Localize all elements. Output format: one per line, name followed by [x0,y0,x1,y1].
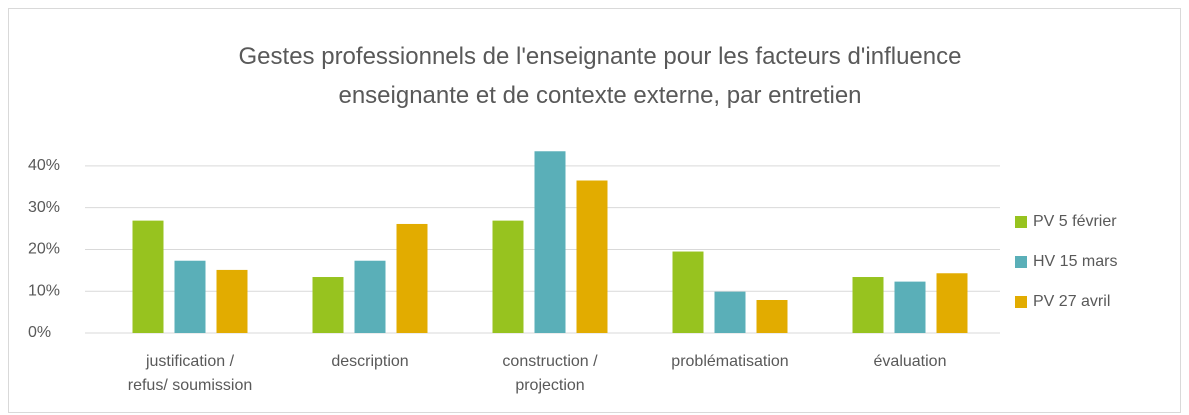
bar [852,277,884,333]
bar [672,251,704,333]
legend-label: PV 5 février [1033,213,1117,230]
y-tick-label: 30% [28,199,60,216]
legend-swatch [1015,216,1027,228]
bar [714,291,746,333]
legend-label: PV 27 avril [1033,293,1110,310]
chart-title: Gestes professionnels de l'enseignante p… [239,43,962,109]
x-tick-label: description [331,353,408,370]
x-tick-label: évaluation [874,353,947,370]
bar [534,151,566,333]
x-tick-label: problématisation [671,353,788,370]
bar [354,260,386,333]
y-tick-label: 10% [28,282,60,299]
bar [894,281,926,333]
bar [174,260,206,333]
bar [756,299,788,333]
bar [396,223,428,333]
bar [132,220,164,333]
x-tick-label: construction / projection [502,353,598,394]
legend-label: HV 15 mars [1033,253,1117,270]
bar [492,220,524,333]
bar [936,273,968,333]
legend-swatch [1015,256,1027,268]
bar [576,180,608,333]
y-tick-label: 40% [28,157,60,174]
x-tick-label: justification / refus/ soumission [128,353,253,394]
bar [216,269,248,333]
bar [312,277,344,333]
y-tick-label: 20% [28,241,60,258]
legend-swatch [1015,296,1027,308]
y-tick-label: 0% [28,324,51,341]
